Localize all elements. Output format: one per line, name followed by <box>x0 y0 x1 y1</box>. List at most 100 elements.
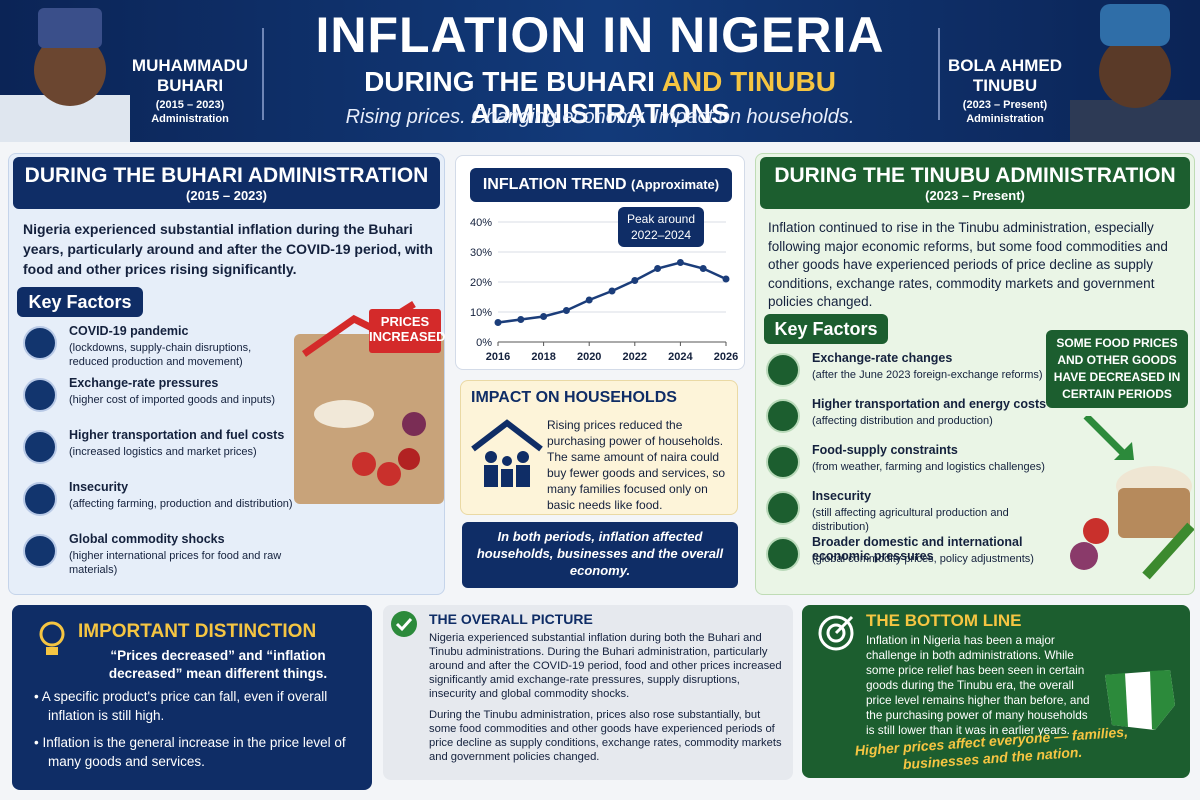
factor-detail: (after the June 2023 foreign-exchange re… <box>812 369 1043 381</box>
intro: Nigeria experienced substantial inflatio… <box>23 221 433 277</box>
factor-detail: (higher international prices for food an… <box>69 550 282 576</box>
factor-icon <box>23 534 57 568</box>
y-tick-label: 0% <box>476 337 492 349</box>
section-heading: DURING THE TINUBU ADMINISTRATION <box>774 164 1176 187</box>
factor-title: Higher transportation and fuel costs <box>69 428 285 442</box>
factor: Insecurity (still affecting agricultural … <box>766 489 1066 537</box>
factor-list: Exchange-rate changes (after the June 202… <box>766 351 1066 591</box>
chart-title: INFLATION TREND (Approximate) <box>470 168 732 202</box>
point <box>654 265 662 272</box>
impact-panel: IMPACT ON HOUSEHOLDS Rising prices reduc… <box>460 380 738 515</box>
portrait-buhari <box>0 8 130 142</box>
target-icon <box>818 615 854 651</box>
factor-icon <box>23 378 57 412</box>
x-tick-label: 2026 <box>714 351 738 363</box>
factor-icon <box>766 445 800 479</box>
subtitle-highlight: AND TINUBU <box>661 66 836 97</box>
factor-list: COVID-19 pandemic (lockdowns, supply-chai… <box>23 324 293 584</box>
paragraph: Nigeria experienced substantial inflatio… <box>429 632 782 700</box>
bullet: • A specific product's price can fall, e… <box>34 689 328 723</box>
subtitle-part: DURING THE BUHARI <box>364 66 655 97</box>
y-tick-label: 30% <box>470 247 492 259</box>
intro: Inflation continued to rise in the Tinub… <box>768 220 1168 309</box>
both-periods-note: In both periods, inflation affected hous… <box>462 522 738 588</box>
factor-detail: (affecting distribution and production) <box>812 415 993 427</box>
factor: Broader domestic and international econo… <box>766 535 1066 583</box>
point <box>699 265 707 272</box>
factor-title: COVID-19 pandemic <box>69 324 189 338</box>
bottom-line-panel: THE BOTTOM LINE Inflation in Nigeria has… <box>802 605 1190 778</box>
x-tick-label: 2020 <box>577 351 601 363</box>
portrait-tinubu <box>1070 4 1200 142</box>
overall-title: THE OVERALL PICTURE <box>429 611 593 627</box>
distinction-bullets: • A specific product's price can fall, e… <box>34 687 354 779</box>
factor-icon <box>23 430 57 464</box>
factor-detail: (from weather, farming and logistics cha… <box>812 461 1045 473</box>
factor: Global commodity shocks (higher internati… <box>23 532 293 580</box>
factor-title: Exchange-rate pressures <box>69 376 219 390</box>
factor: Exchange-rate changes (after the June 202… <box>766 351 1066 399</box>
overall-text: Nigeria experienced substantial inflatio… <box>429 631 789 764</box>
subtitle-part: ADMINISTRATIONS <box>470 98 730 129</box>
impact-title: IMPACT ON HOUSEHOLDS <box>471 389 677 406</box>
flag-map <box>1105 670 1175 730</box>
buhari-panel: DURING THE BUHARI ADMINISTRATION (2015 –… <box>8 153 446 595</box>
leader-years: (2015 – 2023) <box>155 99 225 111</box>
annotation: Peak around 2022–2024 <box>618 207 704 247</box>
check-icon <box>391 611 417 637</box>
leader-role: Administration <box>966 113 1044 125</box>
factor-icon <box>766 399 800 433</box>
bullet: • Inflation is the general increase in t… <box>34 735 346 769</box>
section-years: (2015 – 2023) <box>186 188 267 203</box>
leader-name: MUHAMMADU BUHARI <box>131 56 249 95</box>
factor-icon <box>766 537 800 571</box>
point <box>722 275 730 283</box>
y-tick-label: 40% <box>470 217 492 229</box>
point <box>631 277 639 284</box>
point <box>562 307 570 314</box>
chart-title-note: (Approximate) <box>631 177 720 192</box>
factor-detail: (lockdowns, supply-chain disruptions, re… <box>69 342 252 368</box>
factor-title: Exchange-rate changes <box>812 351 953 365</box>
factors-title: Key Factors <box>764 314 888 344</box>
factor-title: Higher transportation and energy costs <box>812 397 1047 411</box>
badge: SOME FOOD PRICES AND OTHER GOODS HAVE DE… <box>1046 330 1188 408</box>
leader-years: (2023 – Present) <box>962 99 1048 111</box>
factor-title: Global commodity shocks <box>69 532 225 546</box>
x-tick-label: 2024 <box>668 351 693 363</box>
point <box>676 259 684 266</box>
badge: PRICES INCREASED <box>369 309 446 353</box>
distinction-panel: IMPORTANT DISTINCTION “Prices decreased”… <box>12 605 372 790</box>
divider <box>938 28 940 120</box>
bulb-icon <box>39 621 65 655</box>
bottom-line-title: THE BOTTOM LINE <box>866 611 1022 630</box>
paragraph: During the Tinubu administration, prices… <box>429 709 782 763</box>
point <box>585 296 593 304</box>
section-title: DURING THE BUHARI ADMINISTRATION (2015 –… <box>13 157 440 209</box>
tinubu-panel: DURING THE TINUBU ADMINISTRATION (2023 –… <box>755 153 1195 595</box>
factor-title: Broader domestic and international econo… <box>812 535 1023 563</box>
impact-text: Rising prices reduced the purchasing pow… <box>547 418 726 512</box>
x-tick-label: 2016 <box>486 351 510 363</box>
section-heading: DURING THE BUHARI ADMINISTRATION <box>24 164 429 187</box>
point <box>517 316 525 323</box>
factor-title: Food-supply constraints <box>812 443 958 457</box>
factor-icon <box>23 326 57 360</box>
point <box>608 287 616 295</box>
section-title: DURING THE TINUBU ADMINISTRATION (2023 –… <box>760 157 1190 209</box>
distinction-lead: “Prices decreased” and “inflation decrea… <box>108 648 328 681</box>
factor-title: Insecurity <box>69 480 129 494</box>
factor: COVID-19 pandemic (lockdowns, supply-chai… <box>23 324 293 372</box>
factor: Insecurity (affecting farming, production… <box>23 480 293 528</box>
point <box>494 319 502 326</box>
family-icon <box>471 419 543 487</box>
overall-panel: THE OVERALL PICTURE Nigeria experienced … <box>383 605 793 780</box>
factor: Food-supply constraints (from weather, fa… <box>766 443 1066 491</box>
chart-title-text: INFLATION TREND <box>482 176 627 193</box>
leader-role: Administration <box>151 113 229 125</box>
y-tick-label: 10% <box>470 307 492 319</box>
leader-name: BOLA AHMED TINUBU <box>948 56 1062 95</box>
x-tick-label: 2018 <box>531 351 555 363</box>
y-tick-label: 20% <box>470 277 492 289</box>
factors-title: Key Factors <box>17 287 143 317</box>
